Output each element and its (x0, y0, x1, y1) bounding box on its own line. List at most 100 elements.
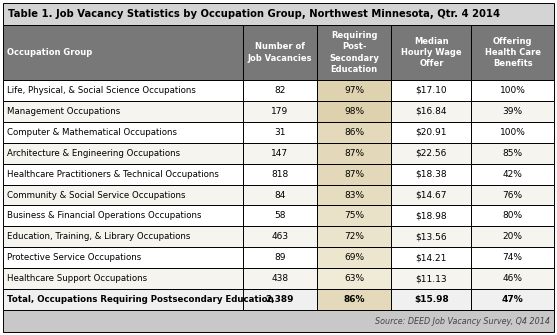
Bar (3, 247, 243, 268)
Text: 87%: 87% (344, 149, 364, 158)
Bar (243, 101, 317, 122)
Bar (471, 25, 554, 80)
Text: Business & Financial Operations Occupations: Business & Financial Operations Occupati… (7, 211, 202, 220)
Bar (392, 268, 471, 289)
Text: Table 1. Job Vacancy Statistics by Occupation Group, Northwest Minnesota, Qtr. 4: Table 1. Job Vacancy Statistics by Occup… (8, 9, 500, 19)
Bar (471, 247, 554, 268)
Text: Community & Social Service Occupations: Community & Social Service Occupations (7, 191, 185, 200)
Text: 89: 89 (274, 253, 286, 262)
Bar (471, 205, 554, 226)
Bar (392, 143, 471, 163)
Bar (243, 226, 317, 247)
Bar (3, 268, 243, 289)
Text: 42%: 42% (503, 170, 522, 179)
Text: $16.84: $16.84 (416, 107, 447, 116)
Bar (317, 80, 392, 101)
Text: $14.67: $14.67 (416, 191, 447, 200)
Bar (243, 268, 317, 289)
Text: Occupation Group: Occupation Group (7, 48, 92, 57)
Bar (243, 163, 317, 185)
Bar (392, 289, 471, 310)
Text: 31: 31 (274, 128, 286, 137)
Bar (317, 122, 392, 143)
Bar (392, 122, 471, 143)
Bar (471, 268, 554, 289)
Text: 147: 147 (271, 149, 289, 158)
Bar (471, 80, 554, 101)
Text: 20%: 20% (502, 232, 522, 241)
Bar (3, 101, 243, 122)
Text: Number of
Job Vacancies: Number of Job Vacancies (248, 43, 312, 63)
Text: 75%: 75% (344, 211, 364, 220)
Text: 98%: 98% (344, 107, 364, 116)
Bar (3, 143, 243, 163)
Bar (392, 25, 471, 80)
Text: 86%: 86% (344, 128, 364, 137)
Text: 82: 82 (274, 86, 286, 95)
Text: Median
Hourly Wage
Offer: Median Hourly Wage Offer (401, 37, 462, 68)
Text: Education, Training, & Library Occupations: Education, Training, & Library Occupatio… (7, 232, 190, 241)
Bar (317, 205, 392, 226)
Text: 97%: 97% (344, 86, 364, 95)
Bar (3, 163, 243, 185)
Bar (243, 122, 317, 143)
Text: 69%: 69% (344, 253, 364, 262)
Bar (317, 163, 392, 185)
Text: 438: 438 (271, 274, 289, 283)
Text: Computer & Mathematical Occupations: Computer & Mathematical Occupations (7, 128, 177, 137)
Text: 463: 463 (271, 232, 289, 241)
Bar (3, 205, 243, 226)
Bar (317, 25, 392, 80)
Text: 76%: 76% (502, 191, 522, 200)
Bar (471, 101, 554, 122)
Text: 80%: 80% (502, 211, 522, 220)
Bar (3, 185, 243, 205)
Text: $20.91: $20.91 (416, 128, 447, 137)
Text: 72%: 72% (344, 232, 364, 241)
Text: 100%: 100% (500, 128, 526, 137)
Text: $17.10: $17.10 (416, 86, 447, 95)
Text: $14.21: $14.21 (416, 253, 447, 262)
Text: Offering
Health Care
Benefits: Offering Health Care Benefits (485, 37, 541, 68)
Bar (392, 226, 471, 247)
Text: $11.13: $11.13 (416, 274, 447, 283)
Bar (471, 163, 554, 185)
Text: 39%: 39% (502, 107, 522, 116)
Text: 84: 84 (274, 191, 286, 200)
Text: Protective Service Occupations: Protective Service Occupations (7, 253, 141, 262)
Text: $18.98: $18.98 (416, 211, 447, 220)
Bar (471, 143, 554, 163)
Bar (471, 185, 554, 205)
Text: 83%: 83% (344, 191, 364, 200)
Text: Healthcare Practitioners & Technical Occupations: Healthcare Practitioners & Technical Occ… (7, 170, 219, 179)
Text: 2,389: 2,389 (266, 295, 294, 304)
Bar (243, 205, 317, 226)
Text: $15.98: $15.98 (414, 295, 449, 304)
Bar (471, 289, 554, 310)
Bar (3, 3, 554, 25)
Text: 74%: 74% (502, 253, 522, 262)
Bar (392, 163, 471, 185)
Bar (392, 205, 471, 226)
Text: 47%: 47% (502, 295, 524, 304)
Bar (392, 80, 471, 101)
Bar (392, 185, 471, 205)
Text: $22.56: $22.56 (416, 149, 447, 158)
Bar (243, 25, 317, 80)
Text: 100%: 100% (500, 86, 526, 95)
Bar (392, 101, 471, 122)
Text: 58: 58 (274, 211, 286, 220)
Text: $18.38: $18.38 (416, 170, 447, 179)
Bar (3, 25, 243, 80)
Text: 179: 179 (271, 107, 289, 116)
Bar (3, 310, 554, 332)
Bar (392, 247, 471, 268)
Bar (317, 289, 392, 310)
Text: 87%: 87% (344, 170, 364, 179)
Bar (243, 247, 317, 268)
Bar (3, 122, 243, 143)
Bar (471, 226, 554, 247)
Bar (317, 143, 392, 163)
Bar (243, 80, 317, 101)
Text: Healthcare Support Occupations: Healthcare Support Occupations (7, 274, 147, 283)
